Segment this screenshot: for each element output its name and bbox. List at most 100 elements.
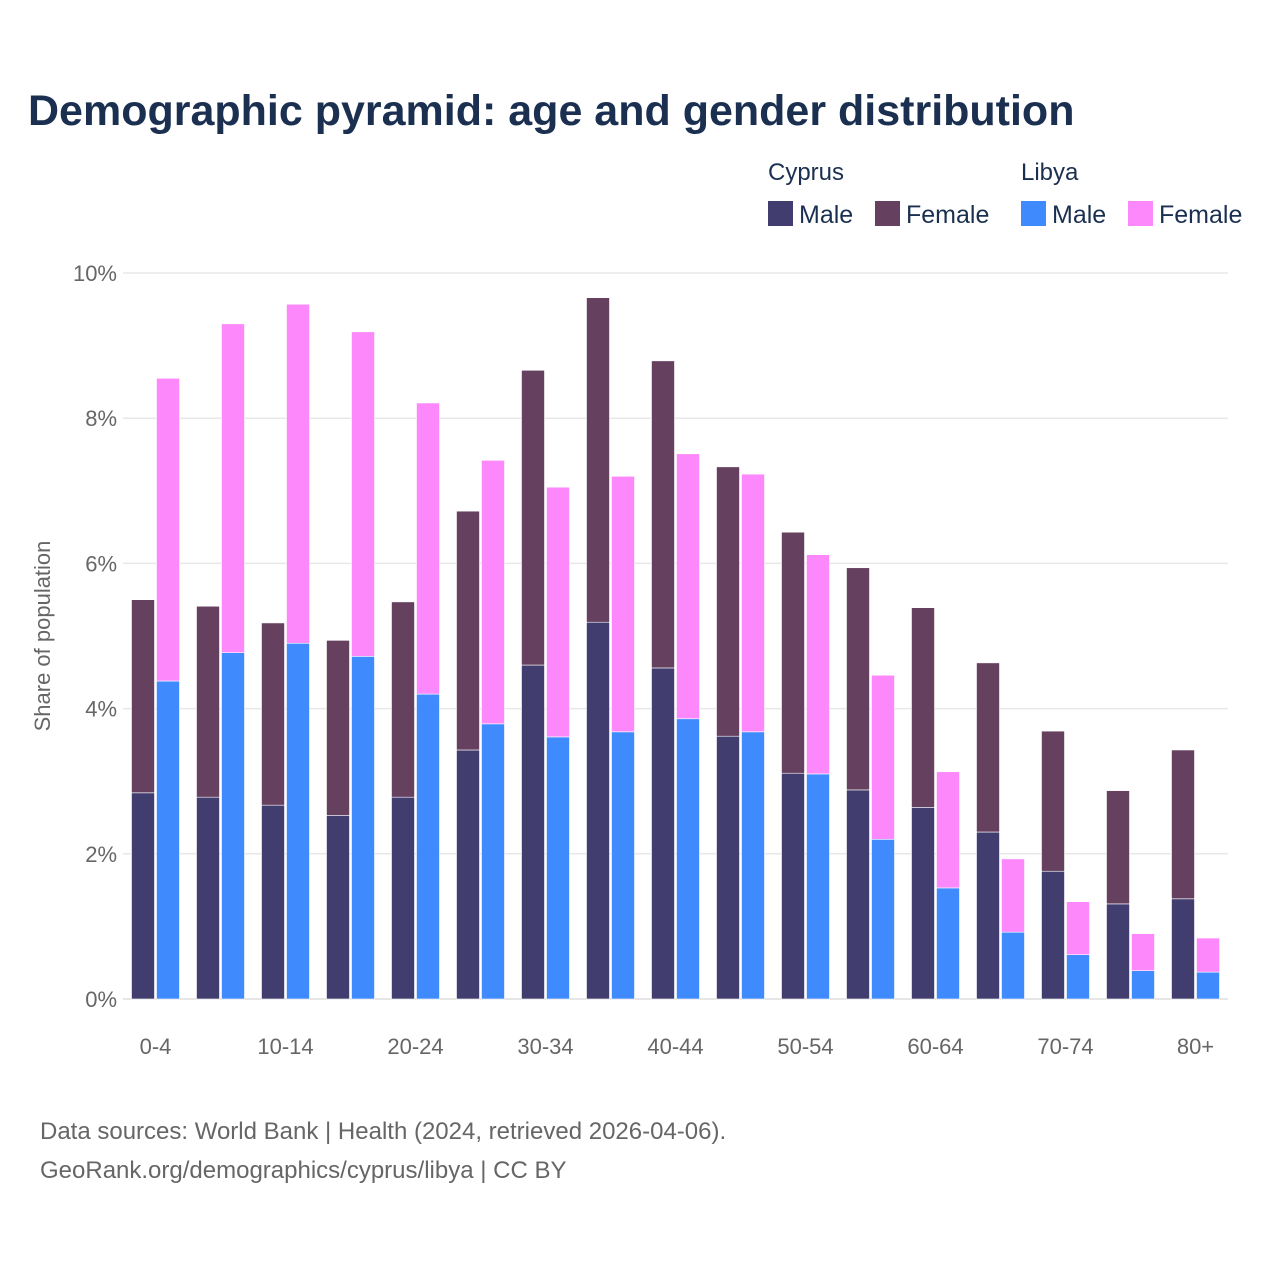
- bar-cyprus-male: [521, 664, 545, 1000]
- bar-cyprus-female: [456, 510, 480, 751]
- legend-swatch-libya-male: [1021, 201, 1046, 226]
- legend-group-libya: Libya: [1021, 159, 1079, 186]
- bar-cyprus-female: [1041, 730, 1065, 872]
- x-tick-label: 50-54: [777, 1034, 833, 1059]
- bar-cyprus-male: [1041, 870, 1065, 1000]
- bar-cyprus-female: [196, 605, 220, 798]
- legend-group-cyprus: Cyprus: [768, 159, 844, 186]
- bar-cyprus-male: [651, 667, 675, 1000]
- bar-libya-female: [156, 377, 180, 682]
- bar-libya-female: [1196, 937, 1220, 973]
- bar-cyprus-male: [456, 749, 480, 1000]
- bar-cyprus-female: [586, 297, 610, 623]
- bar-libya-male: [1066, 954, 1090, 1000]
- y-tick-label: 8%: [85, 406, 117, 431]
- bar-libya-female: [676, 453, 700, 720]
- bar-libya-male: [351, 656, 375, 1000]
- bar-cyprus-female: [781, 531, 805, 774]
- x-tick-label: 0-4: [140, 1034, 172, 1059]
- bar-cyprus-male: [1171, 898, 1195, 1000]
- y-tick-label: 2%: [85, 842, 117, 867]
- bar-libya-female: [481, 460, 505, 725]
- legend-swatch-libya-female: [1128, 201, 1153, 226]
- bar-libya-female: [611, 475, 635, 733]
- bar-cyprus-male: [716, 735, 740, 1000]
- bar-cyprus-female: [391, 601, 415, 798]
- bar-cyprus-male: [846, 789, 870, 1000]
- bar-cyprus-male: [131, 792, 155, 1000]
- bar-libya-male: [546, 736, 570, 1000]
- x-tick-label: 60-64: [907, 1034, 963, 1059]
- legend-swatch-cyprus-female: [875, 201, 900, 226]
- bar-libya-female: [806, 554, 830, 775]
- x-tick-label: 80+: [1177, 1034, 1214, 1059]
- bar-libya-male: [1131, 970, 1155, 1000]
- bar-cyprus-male: [196, 796, 220, 1000]
- bar-cyprus-male: [391, 796, 415, 1000]
- x-tick-label: 40-44: [647, 1034, 703, 1059]
- bars: [131, 297, 1220, 1000]
- legend-swatch-cyprus-male: [768, 201, 793, 226]
- bar-libya-male: [936, 887, 960, 1000]
- bar-cyprus-male: [261, 804, 285, 1000]
- bar-libya-male: [741, 731, 765, 1000]
- bar-libya-male: [286, 642, 310, 1000]
- y-tick-label: 4%: [85, 697, 117, 722]
- bar-libya-female: [871, 674, 895, 840]
- bar-libya-male: [871, 838, 895, 1000]
- bar-libya-female: [741, 473, 765, 733]
- bar-libya-male: [676, 718, 700, 1000]
- bar-libya-female: [546, 486, 570, 738]
- legend-label-libya-female: Female: [1159, 201, 1242, 229]
- bar-cyprus-female: [651, 360, 675, 669]
- bar-cyprus-male: [911, 807, 935, 1000]
- legend: Cyprus Male Female Libya Male Female: [768, 159, 1242, 229]
- x-tick-label: 30-34: [517, 1034, 573, 1059]
- y-tick-label: 6%: [85, 551, 117, 576]
- bar-cyprus-male: [976, 831, 1000, 1000]
- x-tick-label: 70-74: [1037, 1034, 1093, 1059]
- bar-cyprus-male: [326, 815, 350, 1000]
- bar-cyprus-male: [1106, 903, 1130, 1000]
- y-tick-label: 10%: [73, 261, 117, 286]
- bar-cyprus-female: [716, 466, 740, 737]
- y-axis-title: Share of population: [30, 541, 55, 732]
- y-tick-label: 0%: [85, 987, 117, 1012]
- bar-cyprus-female: [976, 662, 1000, 833]
- bar-libya-female: [351, 331, 375, 657]
- bar-libya-female: [1066, 901, 1090, 956]
- bar-libya-female: [416, 402, 440, 695]
- bar-libya-male: [806, 773, 830, 1000]
- bar-cyprus-female: [261, 622, 285, 806]
- legend-label-cyprus-female: Female: [906, 201, 989, 229]
- y-axis-ticks: 0% 2% 4% 6% 8% 10%: [73, 261, 117, 1012]
- bar-libya-male: [156, 680, 180, 1000]
- bar-cyprus-female: [326, 640, 350, 816]
- bar-cyprus-female: [1106, 790, 1130, 905]
- bar-libya-female: [286, 303, 310, 644]
- x-axis-ticks: 0-4 10-14 20-24 30-34 40-44 50-54 60-64 70-74 80…: [140, 1034, 1215, 1059]
- chart-title: Demographic pyramid: age and gender dist…: [28, 87, 1074, 135]
- bar-libya-male: [221, 652, 245, 1000]
- bar-libya-female: [1001, 858, 1025, 933]
- bar-libya-male: [1196, 971, 1220, 1000]
- bar-cyprus-female: [911, 607, 935, 808]
- legend-label-libya-male: Male: [1052, 201, 1106, 229]
- bar-cyprus-female: [521, 369, 545, 666]
- bar-libya-female: [1131, 933, 1155, 971]
- bar-libya-female: [936, 771, 960, 889]
- bar-cyprus-female: [1171, 749, 1195, 900]
- bar-libya-male: [481, 723, 505, 1000]
- bar-libya-male: [1001, 931, 1025, 1000]
- x-tick-label: 10-14: [257, 1034, 313, 1059]
- legend-label-cyprus-male: Male: [799, 201, 853, 229]
- footer-link[interactable]: GeoRank.org/demographics/cyprus/libya | …: [40, 1157, 566, 1184]
- bar-cyprus-female: [131, 599, 155, 794]
- x-tick-label: 20-24: [387, 1034, 443, 1059]
- bar-libya-male: [416, 693, 440, 1000]
- bar-libya-male: [611, 731, 635, 1000]
- bar-cyprus-female: [846, 567, 870, 791]
- bar-cyprus-male: [586, 621, 610, 1000]
- bar-libya-female: [221, 323, 245, 653]
